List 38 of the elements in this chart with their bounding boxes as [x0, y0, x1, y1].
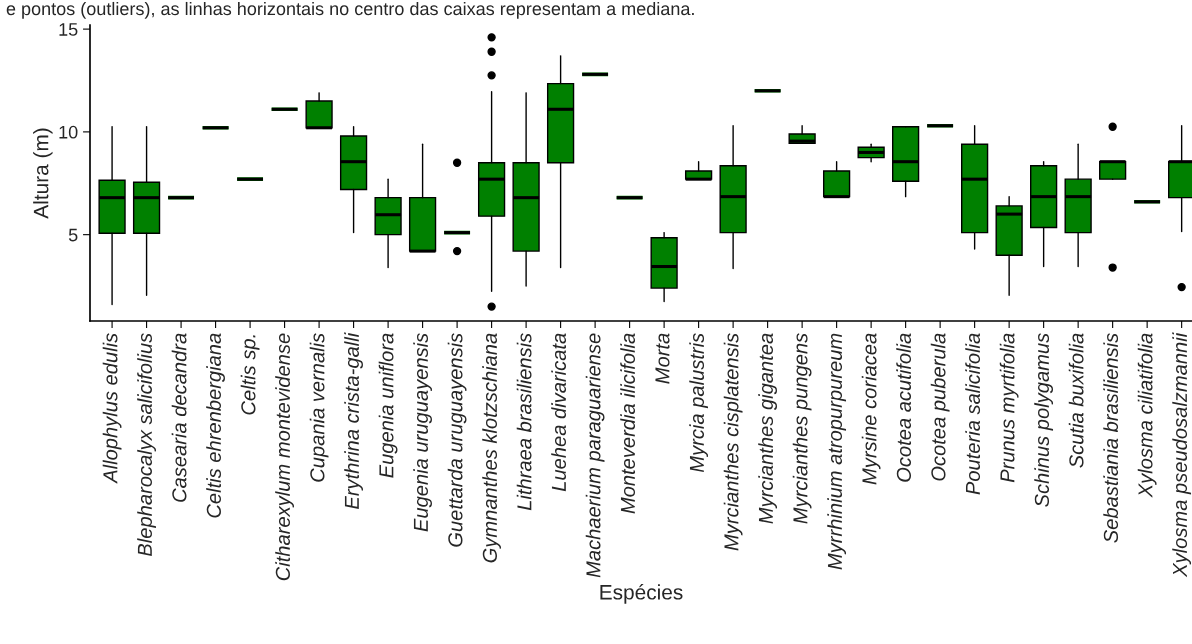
y-tick-label: 15 — [59, 23, 78, 36]
x-tick-label: Eugenia uniflora — [378, 333, 398, 478]
x-tick-label: Allophylus edulis — [102, 333, 122, 484]
x-tick-label: Xylosma ciliatifolia — [1137, 333, 1157, 498]
x-tick-label: Lithraea brasiliensis — [516, 333, 532, 511]
x-tick-label: Ocotea puberula — [930, 333, 950, 481]
x-tick-label: Celtis ehrenbergiana — [206, 333, 225, 518]
x-tick-label: Myrcianthes cisplatensis — [723, 333, 743, 551]
x-tick-label: Pouteria salicifolia — [965, 333, 981, 495]
x-tick-label: Erythrina crista-galli — [344, 332, 363, 509]
x-tick-label: Morta — [655, 333, 670, 384]
text: e pontos (outliers), as linhas horizontais no centro das caixas representam a mediana. — [6, 1, 694, 19]
x-tick-label: Myrsine coriacea — [861, 333, 881, 485]
y-tick-label: 5 — [68, 228, 78, 242]
x-tick-label: Schinus polygamus — [1034, 333, 1054, 507]
y-tick-label: 10 — [59, 125, 78, 139]
x-tick-label: Myrcia palustris — [689, 333, 709, 473]
x-tick-label: Myrcianthes gigantea — [758, 333, 778, 524]
x-tick-label: Citharexylum montevidense — [275, 333, 294, 581]
x-tick-label: Cupania vernalis — [309, 333, 329, 482]
x-tick-label: Scutia buxifolia — [1068, 333, 1084, 468]
x-tick-label: Luehea divaricata — [551, 333, 567, 492]
x-tick-label: Prunus myrtifolia — [999, 333, 1019, 483]
y-axis-title: Altura (m) — [33, 128, 53, 219]
x-tick-label: Xylosma pseudosalzmannii — [1172, 332, 1192, 578]
x-tick-label: Eugenia uruguayensis — [413, 333, 432, 532]
x-tick-label: Ocotea acutifolia — [896, 333, 912, 482]
x-tick-label: Myrcianthes pungens — [792, 333, 812, 524]
x-tick-label: Monteverdia ilicifolia — [620, 333, 636, 514]
x-tick-label: Myrrhinium atropurpureum — [827, 333, 847, 570]
x-tick-label: Gymnanthes klotzschiana — [482, 333, 501, 563]
x-tick-label: Guettarda uruguayensis — [447, 333, 467, 547]
x-tick-label: Sebastiania brasiliensis — [1103, 333, 1119, 543]
x-axis-title: Espécies — [600, 584, 683, 604]
x-tick-label: Machaerium paraguariense — [585, 333, 605, 578]
x-tick-label: Celtis sp. — [240, 335, 260, 415]
x-tick-label: Casearia decandra — [171, 333, 187, 502]
x-tick-label: Blepharocalyx salicifolius — [137, 333, 156, 557]
